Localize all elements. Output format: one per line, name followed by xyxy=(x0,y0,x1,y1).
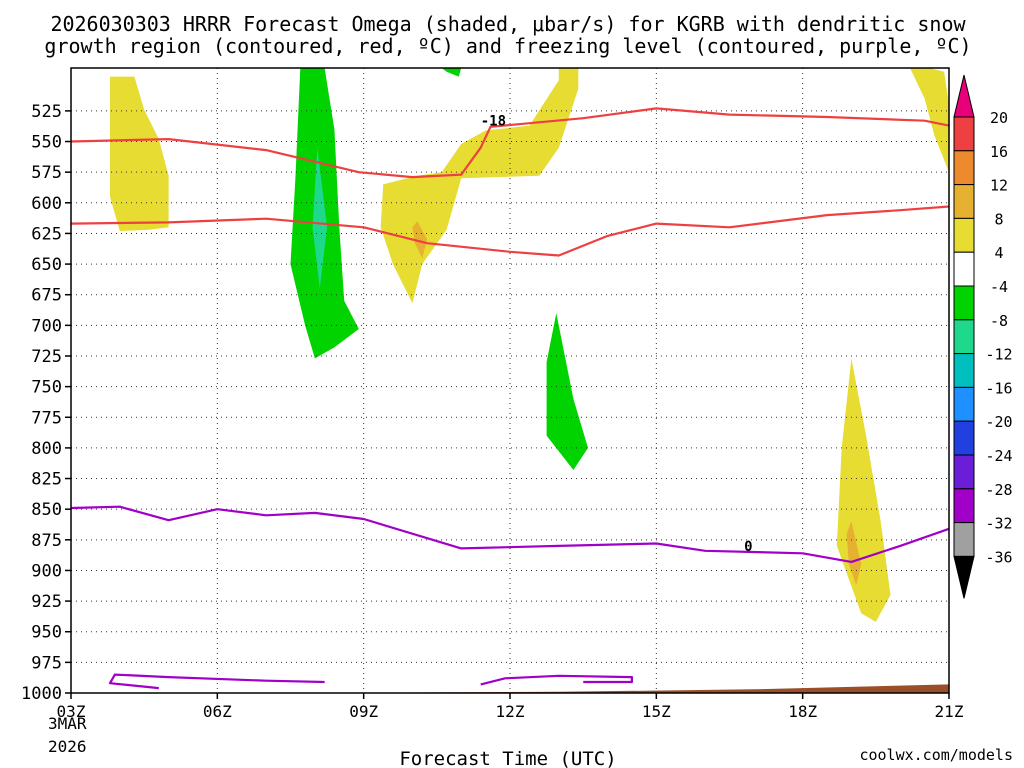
y-axis: 525 550 575 600 625 650 675 700 725 750 775 800 825 8… xyxy=(21,102,71,704)
colorbar-label--24: -24 xyxy=(985,447,1012,465)
x-tick-label-21Z: 21Z xyxy=(935,702,964,721)
omega-region-5 xyxy=(412,221,428,258)
chart-title-line-2: growth region (contoured, red, ºC) and f… xyxy=(44,34,971,58)
y-tick-label-700: 700 xyxy=(31,316,62,336)
y-tick-label-825: 825 xyxy=(31,470,62,490)
x-tick-label-06Z: 06Z xyxy=(203,702,232,721)
y-tick-label-550: 550 xyxy=(31,133,62,153)
y-tick-label-775: 775 xyxy=(31,408,62,428)
colorbar-label--8: -8 xyxy=(990,312,1008,330)
dgz-contour-1 xyxy=(71,107,949,179)
colorbar-label--12: -12 xyxy=(985,346,1012,364)
colorbar-swatch--8 xyxy=(953,285,975,321)
y-tick-label-900: 900 xyxy=(31,561,62,581)
colorbar-label-12: 12 xyxy=(990,177,1008,195)
y-tick-label-875: 875 xyxy=(31,531,62,551)
colorbar-label-20: 20 xyxy=(990,109,1008,127)
colorbar-label--20: -20 xyxy=(985,413,1012,431)
colorbar-swatch--16 xyxy=(953,353,975,388)
x-tick-label-18Z: 18Z xyxy=(788,702,817,721)
x-axis-title: Forecast Time (UTC) xyxy=(399,748,616,768)
colorbar-label--28: -28 xyxy=(985,481,1012,499)
colorbar-swatch--28 xyxy=(953,454,975,490)
x-tick-label-03Z: 03Z xyxy=(57,702,86,721)
colorbar-label-4: 4 xyxy=(994,244,1003,262)
y-tick-label-650: 650 xyxy=(31,255,62,275)
y-tick-label-525: 525 xyxy=(31,102,62,122)
x-tick-label-15Z: 15Z xyxy=(642,702,671,721)
freezing-level-contour-2 xyxy=(108,673,325,690)
colorbar-label--16: -16 xyxy=(985,379,1012,397)
y-tick-label-850: 850 xyxy=(31,500,62,520)
freezing-level-contour-1 xyxy=(71,505,949,564)
dgz-contour-2 xyxy=(71,205,949,257)
gridlines xyxy=(71,68,949,693)
freezing-level-contour-3 xyxy=(480,674,634,686)
colorbar-label--4: -4 xyxy=(990,278,1008,296)
colorbar-swatch-16 xyxy=(953,116,975,152)
colorbar-bottom-arrow xyxy=(953,555,975,599)
y-tick-label-800: 800 xyxy=(31,439,62,459)
colorbar-swatch--12 xyxy=(953,319,975,355)
y-tick-label-750: 750 xyxy=(31,378,62,398)
colorbar-label--32: -32 xyxy=(985,515,1012,533)
omega-region-9 xyxy=(546,313,588,470)
x-axis: 03Z 06Z 09Z 12Z 15Z 18Z 21Z xyxy=(57,693,964,721)
colorbar-swatch--36 xyxy=(953,522,975,557)
y-tick-label-1000: 1000 xyxy=(21,684,62,704)
x-tick-label-09Z: 09Z xyxy=(349,702,378,721)
contour-lines xyxy=(71,107,949,690)
omega-region-8 xyxy=(441,68,462,77)
colorbar-label--36: -36 xyxy=(985,548,1012,566)
y-tick-label-925: 925 xyxy=(31,592,62,612)
date-label-year: 2026 xyxy=(48,737,87,756)
y-tick-label-600: 600 xyxy=(31,194,62,214)
chart-title-line-1: 2026030303 HRRR Forecast Omega (shaded, … xyxy=(50,12,966,36)
colorbar-swatch--32 xyxy=(953,488,975,524)
colorbar-swatch--24 xyxy=(953,420,975,456)
y-tick-label-575: 575 xyxy=(31,163,62,183)
colorbar-swatch--20 xyxy=(953,386,975,422)
colorbar: 20 16 12 8 4 -4 -8 -12 -16 -20 -24 -28 -32 -36 xyxy=(953,74,1013,599)
colorbar-swatch-12 xyxy=(953,150,975,186)
omega-region-3 xyxy=(910,68,949,173)
y-tick-label-675: 675 xyxy=(31,286,62,306)
dgz-contour-label: -18 xyxy=(481,114,506,130)
omega-region-6 xyxy=(846,521,862,586)
date-label-day: 3MAR xyxy=(48,714,87,733)
terrain-fill xyxy=(71,684,949,693)
omega-region-1 xyxy=(110,76,169,231)
y-tick-label-975: 975 xyxy=(31,653,62,673)
colorbar-swatch-8 xyxy=(953,184,975,219)
freezing-contour-label: 0 xyxy=(744,539,752,555)
terrain-layer xyxy=(71,684,949,693)
x-tick-label-12Z: 12Z xyxy=(496,702,525,721)
y-tick-label-725: 725 xyxy=(31,347,62,367)
colorbar-label-16: 16 xyxy=(990,143,1008,161)
y-tick-label-950: 950 xyxy=(31,623,62,643)
colorbar-swatch-4 xyxy=(953,217,975,253)
y-tick-label-625: 625 xyxy=(31,224,62,244)
omega-region-10 xyxy=(312,147,328,289)
colorbar-label-8: 8 xyxy=(994,210,1003,228)
credit-text: coolwx.com/models xyxy=(859,746,1013,764)
colorbar-swatch--4 xyxy=(953,251,975,287)
